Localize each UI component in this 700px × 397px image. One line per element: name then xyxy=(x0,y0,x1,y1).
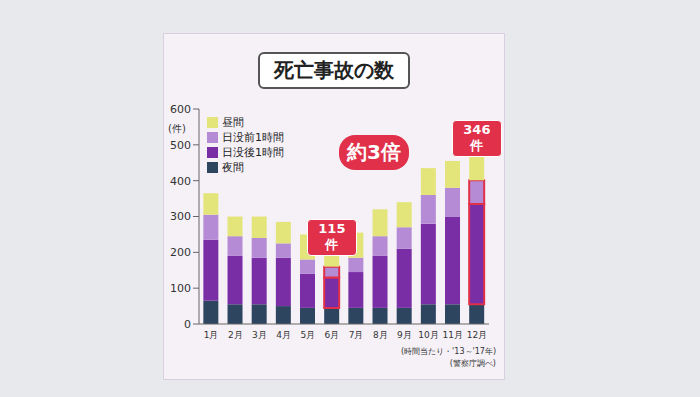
svg-text:6月: 6月 xyxy=(325,330,340,340)
svg-text:300: 300 xyxy=(170,210,191,223)
html-text:日没前1時間: 日没前1時間 xyxy=(222,131,284,144)
svg-text:3月: 3月 xyxy=(252,330,267,340)
svg-text:12月: 12月 xyxy=(467,330,487,340)
svg-text:9月: 9月 xyxy=(397,330,412,340)
svg-text:5月: 5月 xyxy=(300,330,315,340)
html-text:(時間当たり・'13～'17年): (時間当たり・'13～'17年) xyxy=(401,347,496,356)
html-text:昼間: 昼間 xyxy=(222,116,244,129)
svg-text:10月: 10月 xyxy=(418,330,438,340)
html-text:(警察庁調べ): (警察庁調べ) xyxy=(449,359,496,368)
html-text:日没後1時間: 日没後1時間 xyxy=(222,146,284,159)
html-text:346件: 346件 xyxy=(463,122,491,154)
svg-text:2月: 2月 xyxy=(228,330,243,340)
svg-text:1月: 1月 xyxy=(204,330,219,340)
html-text:夜間: 夜間 xyxy=(222,161,244,174)
svg-text:8月: 8月 xyxy=(373,330,388,340)
html-text:(件): (件) xyxy=(168,123,186,134)
svg-text:200: 200 xyxy=(170,246,191,259)
html-text:死亡事故の数: 死亡事故の数 xyxy=(274,58,394,82)
html-text:約3倍: 約3倍 xyxy=(347,140,401,164)
svg-text:400: 400 xyxy=(170,175,191,188)
svg-text:4月: 4月 xyxy=(276,330,291,340)
svg-text:0: 0 xyxy=(184,318,191,331)
svg-text:7月: 7月 xyxy=(349,330,364,340)
html-text:115件: 115件 xyxy=(318,221,346,253)
svg-text:600: 600 xyxy=(170,103,191,116)
svg-text:500: 500 xyxy=(170,139,191,152)
svg-text:100: 100 xyxy=(170,282,191,295)
svg-text:11月: 11月 xyxy=(443,330,463,340)
